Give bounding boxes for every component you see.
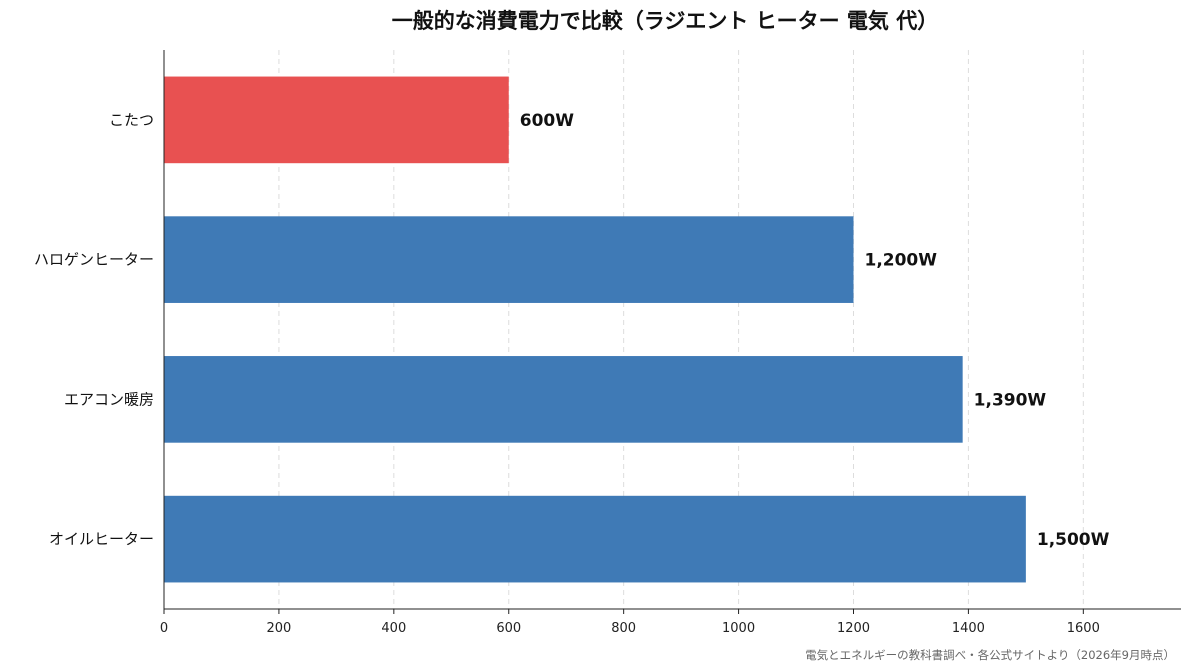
x-tick-label: 1600 [1067, 621, 1100, 636]
x-tick-label: 1400 [952, 621, 985, 636]
bar [164, 495, 1026, 583]
source-note: 電気とエネルギーの教科書調べ・各公式サイトより（2026年9月時点） [805, 648, 1175, 662]
axes [163, 50, 1181, 610]
x-ticks: 0 200 400 600 800 1000 1200 1400 1600 [160, 609, 1100, 636]
value-label: 600W [520, 111, 574, 131]
category-label: エアコン暖房 [64, 390, 154, 408]
value-labels: 600W 1,200W 1,390W 1,500W [520, 111, 1110, 550]
x-tick-label: 200 [267, 621, 292, 636]
bar [164, 356, 963, 443]
x-tick-label: 1200 [837, 621, 870, 636]
bar [164, 216, 854, 303]
bars [164, 76, 1026, 583]
value-label: 1,200W [864, 251, 937, 271]
x-tick-label: 1000 [722, 621, 755, 636]
category-label: こたつ [109, 111, 154, 129]
x-tick-label: 600 [496, 621, 521, 636]
category-label: ハロゲンヒーター [34, 251, 154, 269]
x-tick-label: 0 [160, 621, 168, 636]
x-tick-label: 400 [381, 621, 406, 636]
value-label: 1,390W [974, 390, 1047, 410]
x-tick-label: 800 [611, 621, 636, 636]
value-label: 1,500W [1037, 530, 1110, 550]
bar [164, 76, 509, 164]
chart-title: 一般的な消費電力で比較（ラジエント ヒーター 電気 代） [392, 9, 939, 33]
category-label: オイルヒーター [49, 530, 154, 548]
